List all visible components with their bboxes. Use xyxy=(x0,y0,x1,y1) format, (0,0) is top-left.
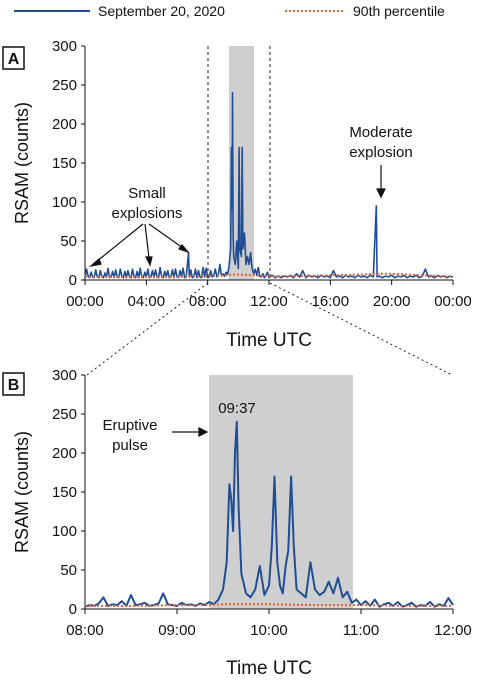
x-tick-label-a-2: 08:00 xyxy=(189,293,227,310)
x-tick-label-a-1: 04:00 xyxy=(128,293,166,310)
x-tick-label-a-6: 00:00 xyxy=(434,293,472,310)
y-tick-label-a-0: 0 xyxy=(69,272,77,289)
ticks-a: 0 50 100 150 200 250 300 00:00 04:00 08:00 12:00 16… xyxy=(52,38,472,310)
x-tick-label-b-2: 10:00 xyxy=(250,622,288,639)
eruption-shading-b xyxy=(209,375,353,609)
percentile-line-a xyxy=(85,272,454,278)
legend-label-series: September 20, 2020 xyxy=(98,3,225,19)
small-explosions-arrows xyxy=(88,223,190,268)
rsam-series-line-b xyxy=(84,420,454,608)
zoom-connector-right xyxy=(269,282,453,376)
y-tick-label-a-5: 250 xyxy=(52,77,77,94)
y-axis-label-a: RSAM (counts) xyxy=(12,102,32,224)
x-tick-label-a-0: 00:00 xyxy=(66,293,104,310)
annotation-moderate-explosion-line2: explosion xyxy=(349,144,412,161)
panel-b: 0 50 100 150 200 250 300 08:00 09:00 10:00 11:00 12… xyxy=(2,367,472,679)
ticks-b: 0 50 100 150 200 250 300 08:00 09:00 10:00 11:00 12… xyxy=(52,367,472,639)
x-tick-label-a-5: 20:00 xyxy=(373,293,411,310)
annotation-eruptive-pulse-line2: pulse xyxy=(112,437,148,454)
legend-label-percentile: 90th percentile xyxy=(353,3,445,19)
x-axis-label-a: Time UTC xyxy=(226,330,312,351)
y-tick-label-a-3: 150 xyxy=(52,155,77,172)
y-tick-label-a-2: 100 xyxy=(52,194,77,211)
annotation-small-explosions-line2: explosions xyxy=(112,205,183,222)
panel-label-box-a xyxy=(2,46,25,70)
y-tick-label-b-0: 0 xyxy=(69,601,77,618)
x-tick-label-a-4: 16:00 xyxy=(312,293,350,310)
y-axis-label-b: RSAM (counts) xyxy=(12,431,32,553)
annotation-eruptive-pulse-line1: Eruptive xyxy=(102,417,157,434)
x-axis-label-b: Time UTC xyxy=(226,658,312,679)
y-tick-label-b-3: 150 xyxy=(52,484,77,501)
x-tick-label-b-3: 11:00 xyxy=(343,622,379,639)
rsam-series-line-a xyxy=(84,92,454,279)
y-tick-label-b-1: 50 xyxy=(60,562,77,579)
y-tick-label-a-6: 300 xyxy=(52,38,77,55)
legend: September 20, 2020 90th percentile xyxy=(14,3,445,19)
y-tick-label-a-4: 200 xyxy=(52,116,77,133)
y-tick-label-b-5: 250 xyxy=(52,406,77,423)
moderate-explosion-arrow xyxy=(376,165,386,199)
panel-a: 0 50 100 150 200 250 300 00:00 04:00 08:00 12:00 16… xyxy=(2,38,472,351)
x-tick-label-b-4: 12:00 xyxy=(434,622,472,639)
annotation-small-explosions-line1: Small xyxy=(128,185,166,202)
y-tick-label-b-6: 300 xyxy=(52,367,77,384)
panel-label-b: B xyxy=(8,377,20,394)
eruptive-pulse-arrow xyxy=(172,427,209,437)
percentile-line-b xyxy=(85,603,453,607)
y-tick-label-b-2: 100 xyxy=(52,523,77,540)
annotation-moderate-explosion-line1: Moderate xyxy=(349,124,412,141)
x-tick-label-b-0: 08:00 xyxy=(66,622,104,639)
annotation-peak-time: 09:37 xyxy=(218,400,256,417)
x-tick-label-a-3: 12:00 xyxy=(250,293,288,310)
x-tick-label-b-1: 09:00 xyxy=(158,622,196,639)
panel-label-a: A xyxy=(8,51,20,68)
zoom-connector-left xyxy=(86,282,209,376)
y-tick-label-b-4: 200 xyxy=(52,445,77,462)
y-tick-label-a-1: 50 xyxy=(60,233,77,250)
panel-label-box-b xyxy=(2,372,25,396)
